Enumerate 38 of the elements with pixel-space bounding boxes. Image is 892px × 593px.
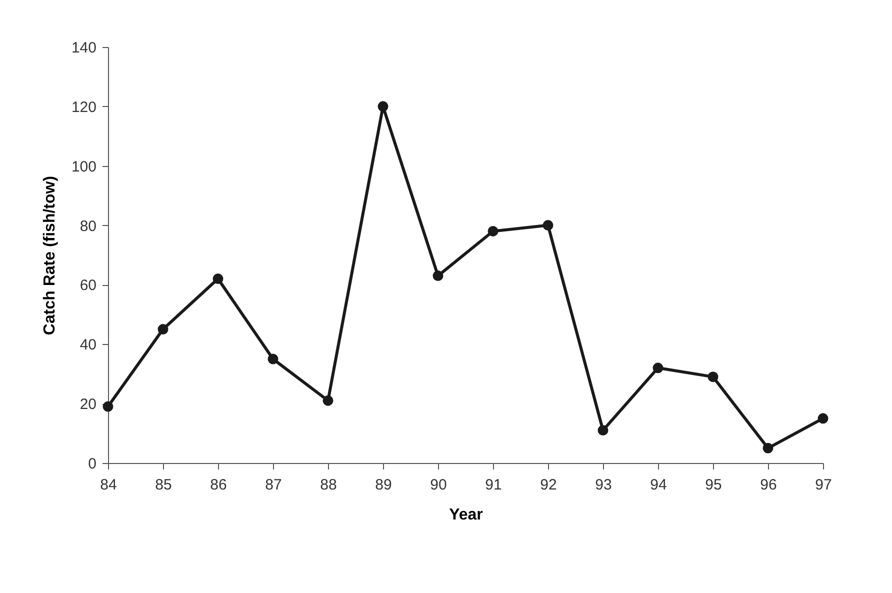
point <box>322 395 334 406</box>
y-axis-title: Catch Rate (fish/tow) <box>41 176 58 336</box>
x-tick-label: 96 <box>760 476 777 494</box>
y-tick-label: 140 <box>71 40 96 56</box>
x-tick-label: 84 <box>100 476 117 494</box>
x-tick-label: 95 <box>705 476 722 494</box>
point <box>598 425 608 436</box>
x-tick-label: 85 <box>155 476 172 494</box>
x-tick-label: 94 <box>650 476 667 494</box>
y-tick-label: 60 <box>80 277 96 294</box>
point <box>818 413 828 424</box>
y-tick-label: 100 <box>71 158 96 176</box>
point <box>542 220 554 231</box>
x-tick-label: 87 <box>265 476 282 494</box>
point <box>488 226 498 236</box>
x-tick-label: 90 <box>430 476 447 494</box>
y-tick-label: 120 <box>71 98 96 116</box>
x-tick-label: 88 <box>320 476 337 494</box>
point <box>268 354 278 364</box>
point <box>762 442 774 454</box>
point <box>212 274 224 284</box>
point <box>102 401 114 412</box>
x-tick-label: 92 <box>540 476 557 494</box>
x-tick-label: 86 <box>210 476 227 494</box>
point <box>158 324 168 335</box>
x-tick-label: 97 <box>815 476 832 494</box>
y-tick-label: 80 <box>80 218 96 235</box>
point <box>708 372 718 382</box>
y-tick-label: 0 <box>88 456 96 472</box>
y-tick-label: 40 <box>80 336 96 354</box>
point <box>652 362 664 374</box>
x-tick-label: 91 <box>485 476 502 494</box>
y-tick-label: 20 <box>80 396 96 414</box>
x-axis-title: Year <box>449 506 483 524</box>
x-tick-label: 89 <box>375 476 392 494</box>
x-tick-label: 93 <box>595 476 612 494</box>
point <box>378 101 388 112</box>
point <box>432 270 444 282</box>
